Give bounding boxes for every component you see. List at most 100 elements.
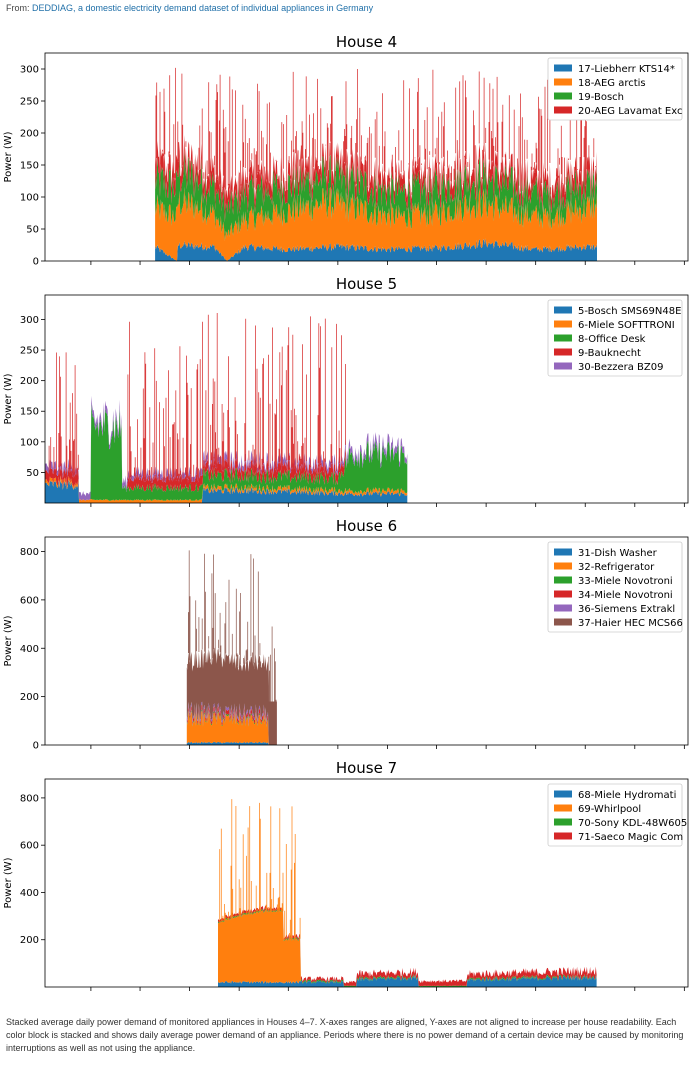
legend-swatch bbox=[554, 604, 572, 612]
series-area-68-miele-hydromati bbox=[218, 975, 597, 987]
y-tick-label: 100 bbox=[20, 193, 39, 204]
series-peaks-37-haier-hec-mcs66 bbox=[187, 550, 277, 702]
panel-house-5: House 5 Power (W) 50 100 150 200 250 300 5-Bosch… bbox=[3, 275, 689, 507]
series-area-6-miele-softtroni bbox=[45, 475, 408, 503]
series-area-31-dish-washer bbox=[186, 741, 277, 745]
panel-house-6: House 6 Power (W) 0 200 400 600 800 31-Dish Was… bbox=[3, 517, 689, 752]
series-area-32-refrigerator bbox=[186, 711, 277, 745]
legend-swatch bbox=[554, 334, 572, 342]
figure-caption: Stacked average daily power demand of mo… bbox=[6, 1017, 684, 1053]
series-area-37-haier-hec-mcs66 bbox=[186, 647, 277, 745]
y-tick-label: 800 bbox=[20, 793, 39, 804]
series-area-19-bosch bbox=[155, 150, 597, 241]
legend-box bbox=[547, 57, 683, 121]
legend-swatch bbox=[554, 804, 572, 812]
panel-title: House 7 bbox=[336, 759, 397, 777]
y-tick-label: 250 bbox=[20, 346, 39, 357]
y-tick-label: 0 bbox=[33, 741, 39, 752]
legend-label: 32-Refrigerator bbox=[578, 562, 655, 573]
legend-label: 70-Sony KDL-48W605 bbox=[578, 818, 687, 829]
axes-frame bbox=[44, 778, 689, 988]
y-axis-label: Power (W) bbox=[3, 615, 14, 666]
y-tick-label: 300 bbox=[20, 315, 39, 326]
y-tick-label: 150 bbox=[20, 161, 39, 172]
legend-swatch bbox=[554, 576, 572, 584]
y-tick-label: 250 bbox=[20, 97, 39, 108]
y-tick-label: 200 bbox=[20, 935, 39, 946]
series-peaks-20-aeg-lavamat-exc bbox=[155, 65, 596, 209]
y-tick-label: 200 bbox=[20, 129, 39, 140]
y-tick-label: 150 bbox=[20, 407, 39, 418]
y-axis-label: Power (W) bbox=[3, 373, 14, 424]
legend-label: 20-AEG Lavamat Exc bbox=[578, 106, 682, 117]
legend-label: 68-Miele Hydromati bbox=[578, 790, 676, 801]
legend-swatch bbox=[554, 306, 572, 314]
axes-frame bbox=[44, 536, 689, 746]
legend-label: 36-Siemens Extrakl bbox=[578, 604, 675, 615]
panel-title: House 6 bbox=[336, 517, 397, 535]
legend: 5-Bosch SMS69N48E 6-Miele SOFTTRONI 8-Offi… bbox=[547, 299, 683, 377]
legend-swatch bbox=[554, 590, 572, 598]
y-tick-label: 400 bbox=[20, 644, 39, 655]
legend-swatch bbox=[554, 362, 572, 370]
legend-label: 9-Bauknecht bbox=[578, 348, 641, 359]
series-area-8-office-desk bbox=[45, 403, 408, 501]
source-link[interactable]: DEDDIAG, a domestic electricity demand d… bbox=[32, 3, 374, 13]
legend-label: 33-Miele Novotroni bbox=[578, 576, 673, 587]
legend-label: 8-Office Desk bbox=[578, 334, 646, 345]
legend-label: 18-AEG arctis bbox=[578, 78, 646, 89]
series-peaks-69-whirlpool bbox=[218, 799, 301, 941]
legend-swatch bbox=[554, 618, 572, 626]
legend-label: 17-Liebherr KTS14* bbox=[578, 64, 675, 75]
legend-swatch bbox=[554, 818, 572, 826]
y-tick-label: 50 bbox=[26, 468, 39, 479]
legend-label: 31-Dish Washer bbox=[578, 548, 658, 559]
legend-swatch bbox=[554, 320, 572, 328]
panel-title: House 4 bbox=[336, 33, 397, 51]
legend-swatch bbox=[554, 548, 572, 556]
y-tick-label: 300 bbox=[20, 65, 39, 76]
legend: 68-Miele Hydromati 69-Whirlpool 70-Sony KD… bbox=[547, 783, 687, 847]
y-tick-label: 800 bbox=[20, 547, 39, 558]
series-area-5-bosch-sms69n48e bbox=[45, 479, 408, 503]
panel-title: House 5 bbox=[336, 275, 397, 293]
legend-box bbox=[547, 299, 683, 377]
legend-swatch bbox=[554, 790, 572, 798]
series-area-69-whirlpool bbox=[218, 910, 597, 987]
series-area-18-aeg-arctis bbox=[155, 187, 597, 261]
series-area-17-liebherr-kts14- bbox=[155, 238, 597, 261]
legend-label: 6-Miele SOFTTRONI bbox=[578, 320, 675, 331]
legend-label: 19-Bosch bbox=[578, 92, 624, 103]
legend-label: 5-Bosch SMS69N48E bbox=[578, 306, 681, 317]
panel-house-4: House 4 Power (W) 0 50 100 150 200 250 300 17-Lie… bbox=[3, 33, 689, 268]
legend-swatch bbox=[554, 78, 572, 86]
source-prefix: From: bbox=[6, 3, 32, 13]
legend-swatch bbox=[554, 92, 572, 100]
y-tick-label: 400 bbox=[20, 888, 39, 899]
legend-box bbox=[547, 541, 683, 633]
series-area-20-aeg-lavamat-exc bbox=[155, 135, 597, 223]
stacked-power-figure: House 4 Power (W) 0 50 100 150 200 250 300 17-Lie… bbox=[3, 33, 689, 991]
y-tick-label: 50 bbox=[26, 225, 39, 236]
legend-label: 30-Bezzera BZ09 bbox=[578, 362, 664, 373]
y-axis-label: Power (W) bbox=[3, 131, 14, 182]
y-tick-label: 600 bbox=[20, 595, 39, 606]
legend-swatch bbox=[554, 348, 572, 356]
legend-swatch bbox=[554, 832, 572, 840]
legend-label: 71-Saeco Magic Com bbox=[578, 832, 683, 843]
legend: 17-Liebherr KTS14* 18-AEG arctis 19-Bosch 2… bbox=[547, 57, 683, 121]
legend-label: 69-Whirlpool bbox=[578, 804, 641, 815]
legend: 31-Dish Washer 32-Refrigerator 33-Miele No… bbox=[547, 541, 683, 633]
y-tick-label: 0 bbox=[33, 257, 39, 268]
axes-frame bbox=[44, 294, 689, 504]
axes-frame bbox=[44, 52, 689, 262]
y-axis-label: Power (W) bbox=[3, 857, 14, 908]
y-tick-label: 600 bbox=[20, 841, 39, 852]
source-line: From: DEDDIAG, a domestic electricity de… bbox=[6, 3, 373, 13]
y-tick-label: 100 bbox=[20, 437, 39, 448]
y-tick-label: 200 bbox=[20, 376, 39, 387]
legend-label: 34-Miele Novotroni bbox=[578, 590, 673, 601]
legend-swatch bbox=[554, 106, 572, 114]
y-tick-label: 200 bbox=[20, 692, 39, 703]
